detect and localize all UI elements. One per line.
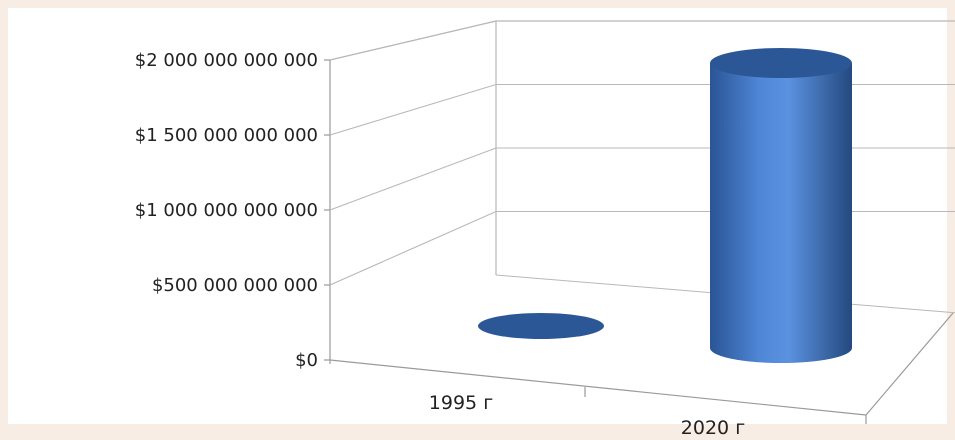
chart-frame xyxy=(329,20,955,424)
y-tick-label: $0 xyxy=(295,350,318,371)
bar-flat xyxy=(478,313,604,339)
y-tick-label: $1 000 000 000 000 xyxy=(135,200,318,221)
floor-front-edge xyxy=(329,359,867,416)
wall-top-edge xyxy=(329,20,955,61)
y-tick-label: $500 000 000 000 xyxy=(152,275,318,296)
bars xyxy=(478,48,852,363)
gridline xyxy=(329,147,955,211)
gridline xyxy=(329,83,955,136)
gridlines xyxy=(329,20,955,286)
floor-right-edge xyxy=(865,312,954,416)
gridline xyxy=(329,20,955,61)
bar-top xyxy=(710,48,852,78)
x-tick-label: 2020 г xyxy=(681,417,745,439)
x-tick-label: 1995 г xyxy=(429,392,493,414)
chart-area: $0 $500 000 000 000 $1 000 000 000 000 $1 5… xyxy=(8,8,955,439)
y-tick-label: $2 000 000 000 000 xyxy=(135,50,318,71)
gridline xyxy=(329,210,955,286)
y-tick-label: $1 500 000 000 000 xyxy=(135,125,318,146)
bar-chart: $0 $500 000 000 000 $1 000 000 000 000 $1 5… xyxy=(135,20,955,439)
y-axis-ticks: $0 $500 000 000 000 $1 000 000 000 000 $1 5… xyxy=(135,50,330,371)
bar-body xyxy=(710,63,852,363)
